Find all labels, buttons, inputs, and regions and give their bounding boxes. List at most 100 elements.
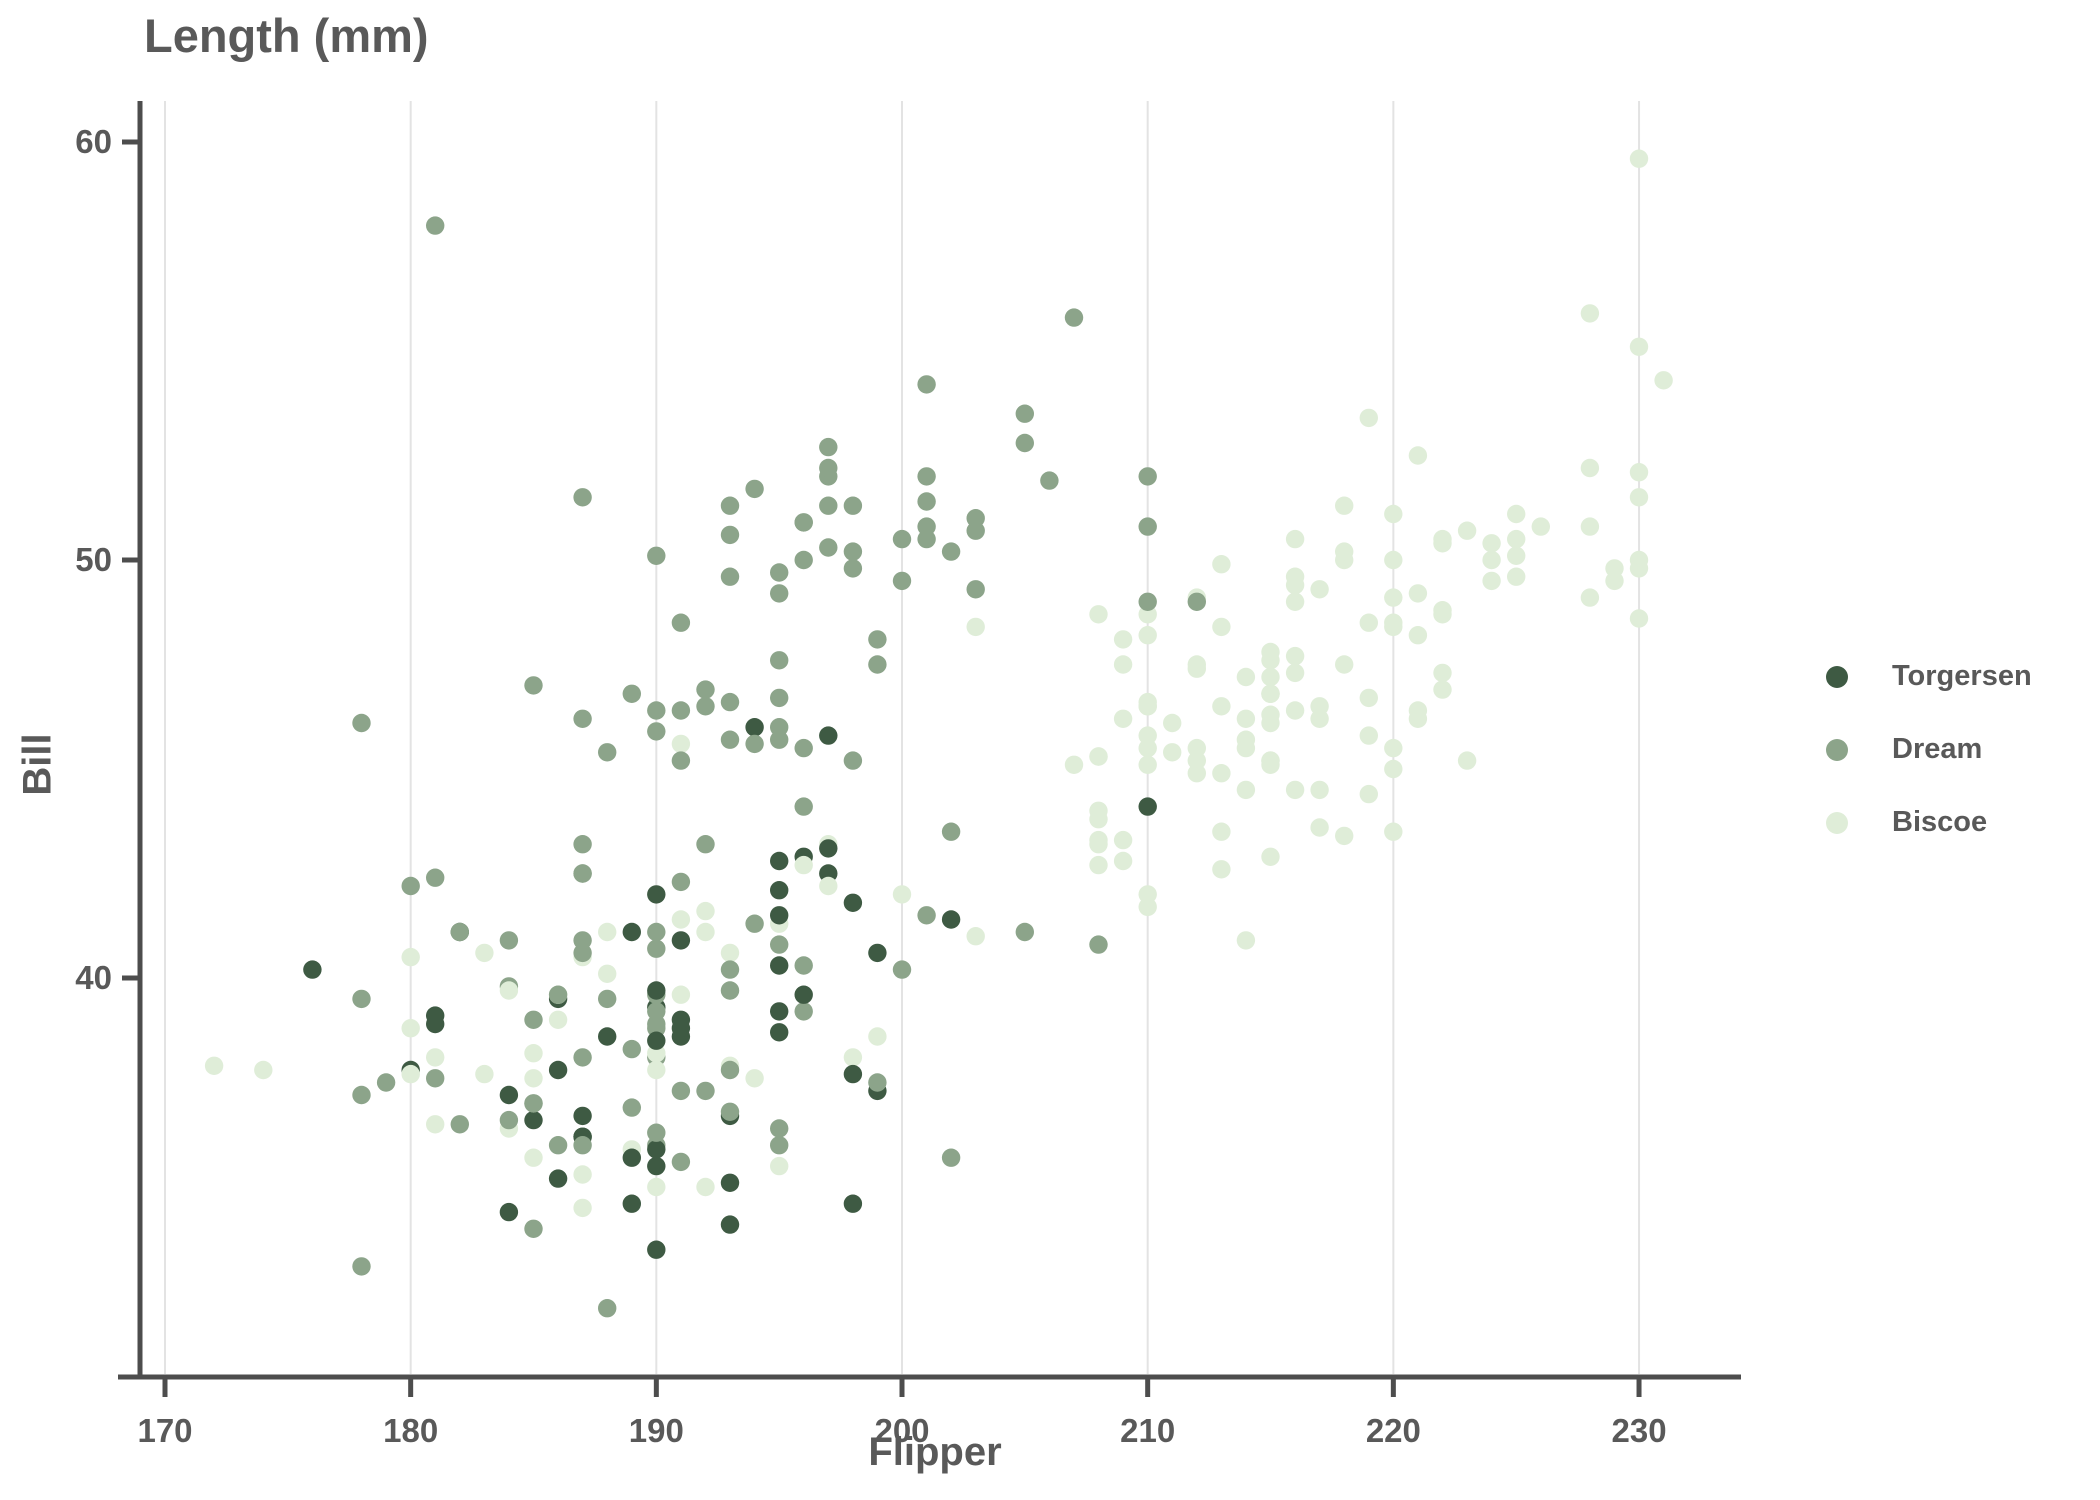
data-point-torgersen — [770, 906, 789, 925]
data-point-biscoe — [794, 855, 813, 875]
data-point-biscoe — [1580, 458, 1600, 478]
data-point-dream — [548, 985, 568, 1004]
data-point-biscoe — [1384, 550, 1403, 570]
data-point-dream — [794, 1002, 813, 1021]
data-point-biscoe — [548, 1010, 568, 1029]
data-point-biscoe — [1482, 534, 1501, 553]
data-point-dream — [843, 542, 863, 561]
data-point-dream — [770, 1136, 789, 1155]
data-point-biscoe — [819, 876, 838, 896]
data-point-dream — [745, 734, 764, 754]
data-point-dream — [401, 876, 420, 896]
data-point-biscoe — [1138, 755, 1157, 774]
data-point-dream — [671, 701, 691, 720]
data-point-biscoe — [1138, 897, 1157, 917]
data-point-dream — [720, 1102, 740, 1122]
data-point-dream — [770, 935, 789, 954]
data-point-dream — [1187, 592, 1207, 611]
data-point-dream — [426, 868, 445, 887]
data-point-biscoe — [1384, 613, 1403, 632]
data-point-biscoe — [1531, 517, 1551, 536]
data-point-torgersen — [794, 985, 813, 1004]
data-point-biscoe — [696, 901, 715, 921]
data-point-dream — [770, 563, 789, 582]
y-tick-label-50: 50 — [75, 541, 112, 578]
data-point-dream — [647, 722, 666, 741]
data-point-dream — [794, 513, 813, 532]
data-point-biscoe — [524, 1148, 543, 1167]
data-point-biscoe — [1629, 609, 1649, 628]
data-point-dream — [1138, 592, 1157, 611]
data-point-dream — [450, 1115, 469, 1134]
data-point-dream — [966, 580, 985, 599]
legend-marker-dream — [1826, 738, 1848, 761]
data-point-dream — [794, 738, 813, 758]
data-point-dream — [770, 688, 789, 708]
data-point-biscoe — [1212, 860, 1231, 879]
data-point-dream — [819, 458, 838, 478]
data-point-biscoe — [1113, 655, 1133, 674]
data-point-dream — [647, 1014, 666, 1034]
data-point-dream — [720, 525, 740, 545]
data-point-dream — [573, 931, 592, 950]
data-point-dream — [917, 906, 936, 925]
data-point-biscoe — [1138, 697, 1157, 716]
x-tick-label-170: 170 — [137, 1412, 192, 1449]
data-point-dream — [892, 529, 912, 549]
data-point-dream — [941, 1148, 961, 1167]
data-point-dream — [573, 835, 592, 854]
data-point-biscoe — [1359, 688, 1379, 708]
data-point-dream — [352, 989, 371, 1009]
data-point-dream — [843, 559, 863, 578]
data-point-dream — [671, 613, 691, 632]
data-point-biscoe — [573, 1165, 592, 1184]
data-point-biscoe — [1236, 667, 1256, 687]
data-point-biscoe — [647, 1177, 666, 1197]
data-point-biscoe — [1335, 542, 1354, 561]
data-point-biscoe — [1359, 613, 1379, 632]
data-point-torgersen — [647, 1240, 666, 1259]
data-point-torgersen — [770, 1023, 789, 1042]
data-point-dream — [524, 1219, 543, 1239]
data-point-biscoe — [1261, 713, 1280, 733]
data-point-torgersen — [524, 1110, 543, 1130]
data-point-torgersen — [573, 1106, 592, 1126]
legend-label-biscoe: Biscoe — [1892, 806, 1988, 838]
data-point-biscoe — [1089, 810, 1108, 829]
data-point-dream — [376, 1073, 396, 1092]
data-point-biscoe — [1285, 701, 1305, 720]
data-point-biscoe — [426, 1048, 445, 1067]
data-point-biscoe — [524, 1044, 543, 1063]
data-point-torgersen — [647, 1031, 666, 1050]
data-point-dream — [843, 496, 863, 515]
y-tick-label-40: 40 — [75, 959, 112, 996]
data-point-dream — [843, 751, 863, 770]
legend-label-dream: Dream — [1892, 733, 1983, 765]
data-point-torgersen — [548, 1060, 568, 1080]
data-point-dream — [696, 680, 715, 699]
data-point-dream — [671, 1081, 691, 1101]
data-point-biscoe — [1212, 697, 1231, 716]
data-point-biscoe — [1310, 818, 1329, 837]
data-point-biscoe — [696, 922, 715, 942]
data-point-dream — [917, 375, 936, 394]
data-point-biscoe — [1187, 751, 1207, 770]
data-point-biscoe — [1605, 559, 1624, 578]
data-point-dream — [819, 496, 838, 515]
data-point-torgersen — [499, 1085, 519, 1105]
data-point-dream — [794, 550, 813, 570]
data-point-biscoe — [1384, 759, 1403, 779]
data-point-dream — [892, 960, 912, 979]
data-point-torgersen — [499, 1202, 519, 1222]
data-point-biscoe — [966, 617, 985, 637]
data-point-dream — [426, 1069, 445, 1088]
data-point-dream — [426, 216, 445, 235]
data-point-biscoe — [1212, 764, 1231, 783]
data-point-biscoe — [1138, 738, 1157, 758]
data-point-biscoe — [401, 947, 420, 967]
data-point-torgersen — [745, 718, 764, 737]
data-point-dream — [720, 692, 740, 712]
data-point-torgersen — [647, 1140, 666, 1159]
data-point-biscoe — [1654, 371, 1673, 390]
data-point-biscoe — [499, 981, 519, 1000]
